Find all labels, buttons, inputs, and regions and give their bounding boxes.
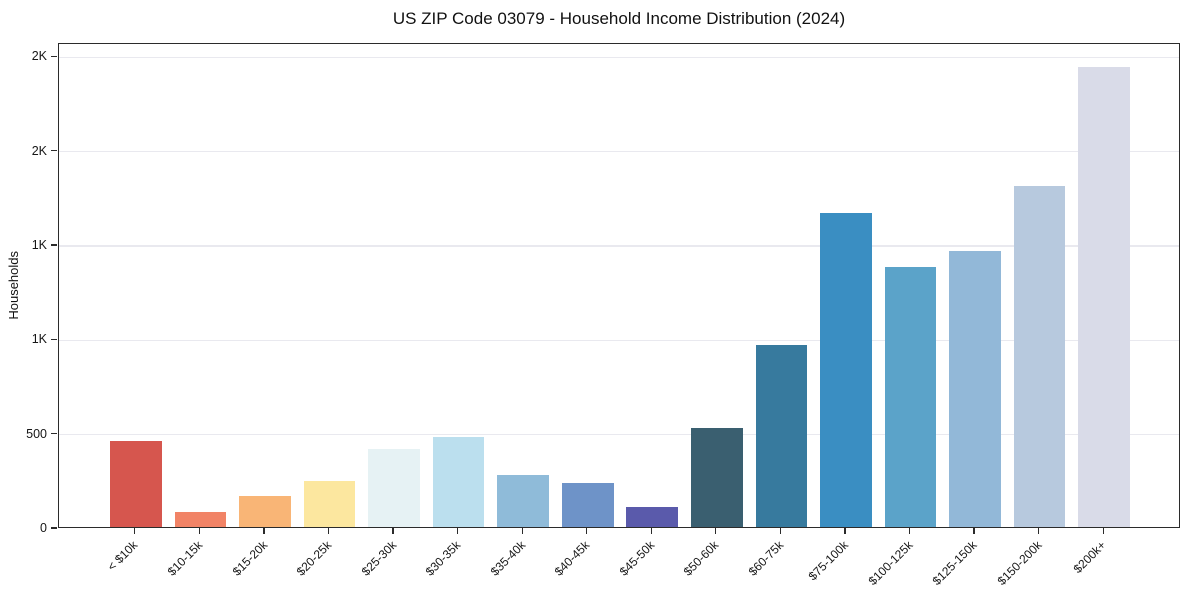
y-tick-mark	[51, 244, 57, 246]
bar-25-30k	[368, 448, 420, 527]
gridline	[59, 56, 1179, 58]
x-tick-label: $75-100k	[805, 538, 851, 584]
y-tick-mark	[51, 527, 57, 529]
bar-20-25k	[303, 480, 356, 527]
bar-15-20k	[239, 495, 291, 527]
y-tick-label: 2K	[31, 143, 47, 158]
y-axis-title: Households	[4, 43, 22, 528]
x-tick-mark	[198, 528, 200, 534]
y-tick-mark	[51, 433, 57, 435]
bar-200k	[1078, 66, 1130, 527]
bar-100-125k	[884, 266, 937, 527]
x-tick-label: $150-200k	[994, 538, 1045, 589]
x-tick-label: < $10k	[105, 538, 141, 574]
x-tick-mark	[1038, 528, 1040, 534]
x-tick-label: $50-60k	[681, 538, 722, 579]
x-tick-mark	[457, 528, 459, 534]
x-tick-mark	[779, 528, 781, 534]
bar-60-75k	[755, 344, 808, 527]
chart-title: US ZIP Code 03079 - Household Income Dis…	[392, 9, 846, 28]
y-tick-label: 500	[26, 426, 47, 441]
bar-50-60k	[691, 427, 743, 527]
gridline	[59, 339, 1179, 341]
bar-10k	[110, 441, 162, 527]
bar-150-200k	[1013, 186, 1066, 527]
x-tick-mark	[1102, 528, 1104, 534]
x-tick-label: $35-40k	[487, 538, 529, 579]
x-tick-mark	[715, 528, 717, 534]
bar-10-15k	[174, 511, 227, 527]
y-axis-title-text: Households	[5, 251, 21, 320]
y-tick-label: 1K	[31, 237, 47, 252]
x-tick-label: $200k+	[1071, 538, 1110, 576]
x-tick-label: $40-45k	[552, 538, 593, 579]
x-tick-mark	[973, 528, 975, 534]
x-tick-mark	[521, 528, 523, 534]
y-tick-label: 2K	[31, 49, 47, 64]
y-tick-mark	[51, 149, 57, 152]
x-tick-mark	[650, 528, 652, 534]
x-tick-label: $25-30k	[358, 538, 399, 579]
x-tick-mark	[586, 528, 588, 534]
x-tick-mark	[134, 528, 136, 534]
x-tick-mark	[263, 528, 265, 534]
x-tick-mark	[392, 528, 394, 534]
gridline	[59, 150, 1179, 153]
x-tick-label: $30-35k	[422, 538, 464, 579]
x-tick-label: $60-75k	[745, 538, 787, 579]
y-tick-mark	[51, 55, 57, 57]
x-tick-label: $20-25k	[293, 538, 335, 579]
gridline	[59, 433, 1179, 436]
gridline	[59, 245, 1179, 247]
y-tick-mark	[51, 338, 57, 340]
bar-40-45k	[561, 482, 614, 527]
x-tick-label: $15-20k	[229, 538, 270, 579]
x-tick-label: $100-125k	[865, 538, 916, 589]
y-tick-label: 1K	[31, 332, 47, 347]
x-tick-label: $10-15k	[164, 538, 206, 579]
x-tick-mark	[908, 528, 911, 534]
bar-75-100k	[820, 212, 872, 527]
y-tick-label: 0	[40, 521, 47, 535]
plot-area	[58, 43, 1180, 528]
x-tick-mark	[844, 528, 846, 534]
bar-30-35k	[432, 437, 485, 527]
x-tick-label: $125-150k	[929, 538, 980, 589]
bar-125-150k	[949, 251, 1001, 527]
bar-45-50k	[626, 507, 679, 527]
x-tick-mark	[327, 528, 330, 534]
bar-35-40k	[497, 475, 549, 527]
x-tick-label: $45-50k	[616, 538, 658, 579]
